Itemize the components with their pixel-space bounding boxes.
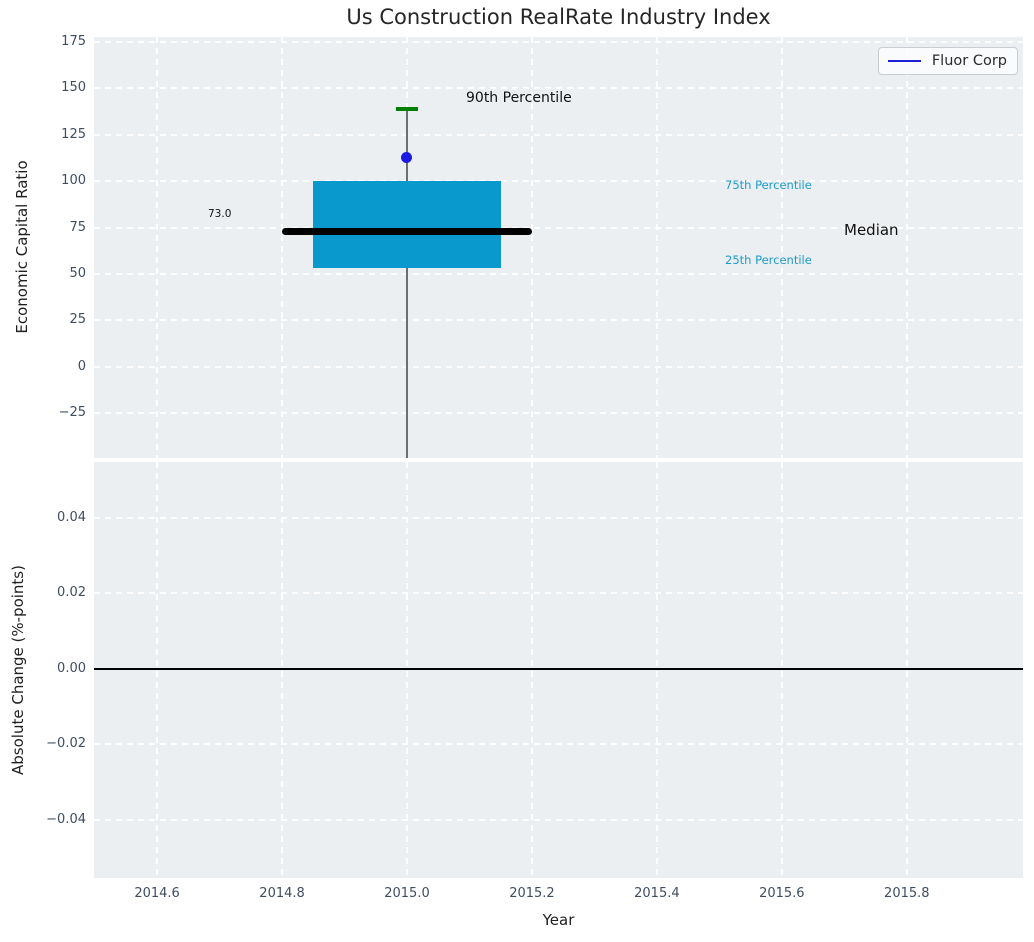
horizontal-gridline: [94, 180, 1023, 182]
horizontal-gridline: [94, 366, 1023, 368]
x-tick-label: 2015.8: [872, 886, 942, 901]
horizontal-gridline: [94, 819, 1023, 821]
annotation-25th-percentile: 25th Percentile: [725, 253, 812, 267]
annotation-median: Median: [844, 221, 899, 239]
horizontal-gridline: [94, 273, 1023, 275]
median-value-label: 73.0: [208, 208, 231, 220]
boxplot-90th-percentile-cap: [396, 107, 418, 111]
vertical-gridline: [906, 37, 908, 458]
annotation-75th-percentile: 75th Percentile: [725, 178, 812, 192]
y-tick-label: 0: [0, 359, 86, 374]
x-tick-label: 2015.0: [372, 886, 442, 901]
x-tick-label: 2014.8: [247, 886, 317, 901]
boxplot-iqr-box: [313, 181, 500, 268]
y-tick-label: −0.04: [0, 812, 86, 827]
zero-change-line: [94, 668, 1023, 670]
legend: Fluor Corp: [878, 47, 1018, 75]
vertical-gridline: [156, 462, 158, 878]
vertical-gridline: [656, 462, 658, 878]
horizontal-gridline: [94, 412, 1023, 414]
horizontal-gridline: [94, 743, 1023, 745]
y-tick-label: −25: [0, 405, 86, 420]
vertical-gridline: [531, 462, 533, 878]
chart-title: Us Construction RealRate Industry Index: [94, 5, 1023, 29]
vertical-gridline: [281, 37, 283, 458]
x-tick-label: 2015.6: [747, 886, 817, 901]
vertical-gridline: [656, 37, 658, 458]
x-tick-label: 2015.2: [497, 886, 567, 901]
y-tick-label: 150: [0, 80, 86, 95]
x-tick-label: 2014.6: [122, 886, 192, 901]
bottom-y-axis-label: Absolute Change (%-points): [9, 565, 27, 775]
legend-label: Fluor Corp: [932, 53, 1007, 69]
fluor-corp-data-point: [401, 152, 412, 163]
x-tick-label: 2015.4: [622, 886, 692, 901]
figure: Us Construction RealRate Industry Index …: [0, 0, 1034, 942]
y-tick-label: 175: [0, 34, 86, 49]
legend-line-swatch: [888, 60, 921, 62]
horizontal-gridline: [94, 592, 1023, 594]
x-axis-label: Year: [94, 911, 1023, 929]
horizontal-gridline: [94, 517, 1023, 519]
boxplot-median-line: [282, 228, 532, 235]
vertical-gridline: [781, 462, 783, 878]
vertical-gridline: [781, 37, 783, 458]
y-tick-label: 0.04: [0, 510, 86, 525]
economic-capital-ratio-plot: 90th Percentile 75th Percentile Median 2…: [94, 37, 1023, 458]
vertical-gridline: [906, 462, 908, 878]
vertical-gridline: [406, 462, 408, 878]
y-tick-label: 125: [0, 127, 86, 142]
top-y-axis-label: Economic Capital Ratio: [13, 160, 31, 333]
horizontal-gridline: [94, 319, 1023, 321]
horizontal-gridline: [94, 41, 1023, 43]
x-axis-ticks: 2014.6 2014.8 2015.0 2015.2 2015.4 2015.6 2015…: [94, 886, 1023, 908]
horizontal-gridline: [94, 134, 1023, 136]
annotation-90th-percentile: 90th Percentile: [466, 90, 572, 106]
vertical-gridline: [156, 37, 158, 458]
vertical-gridline: [281, 462, 283, 878]
absolute-change-plot: [94, 462, 1023, 878]
